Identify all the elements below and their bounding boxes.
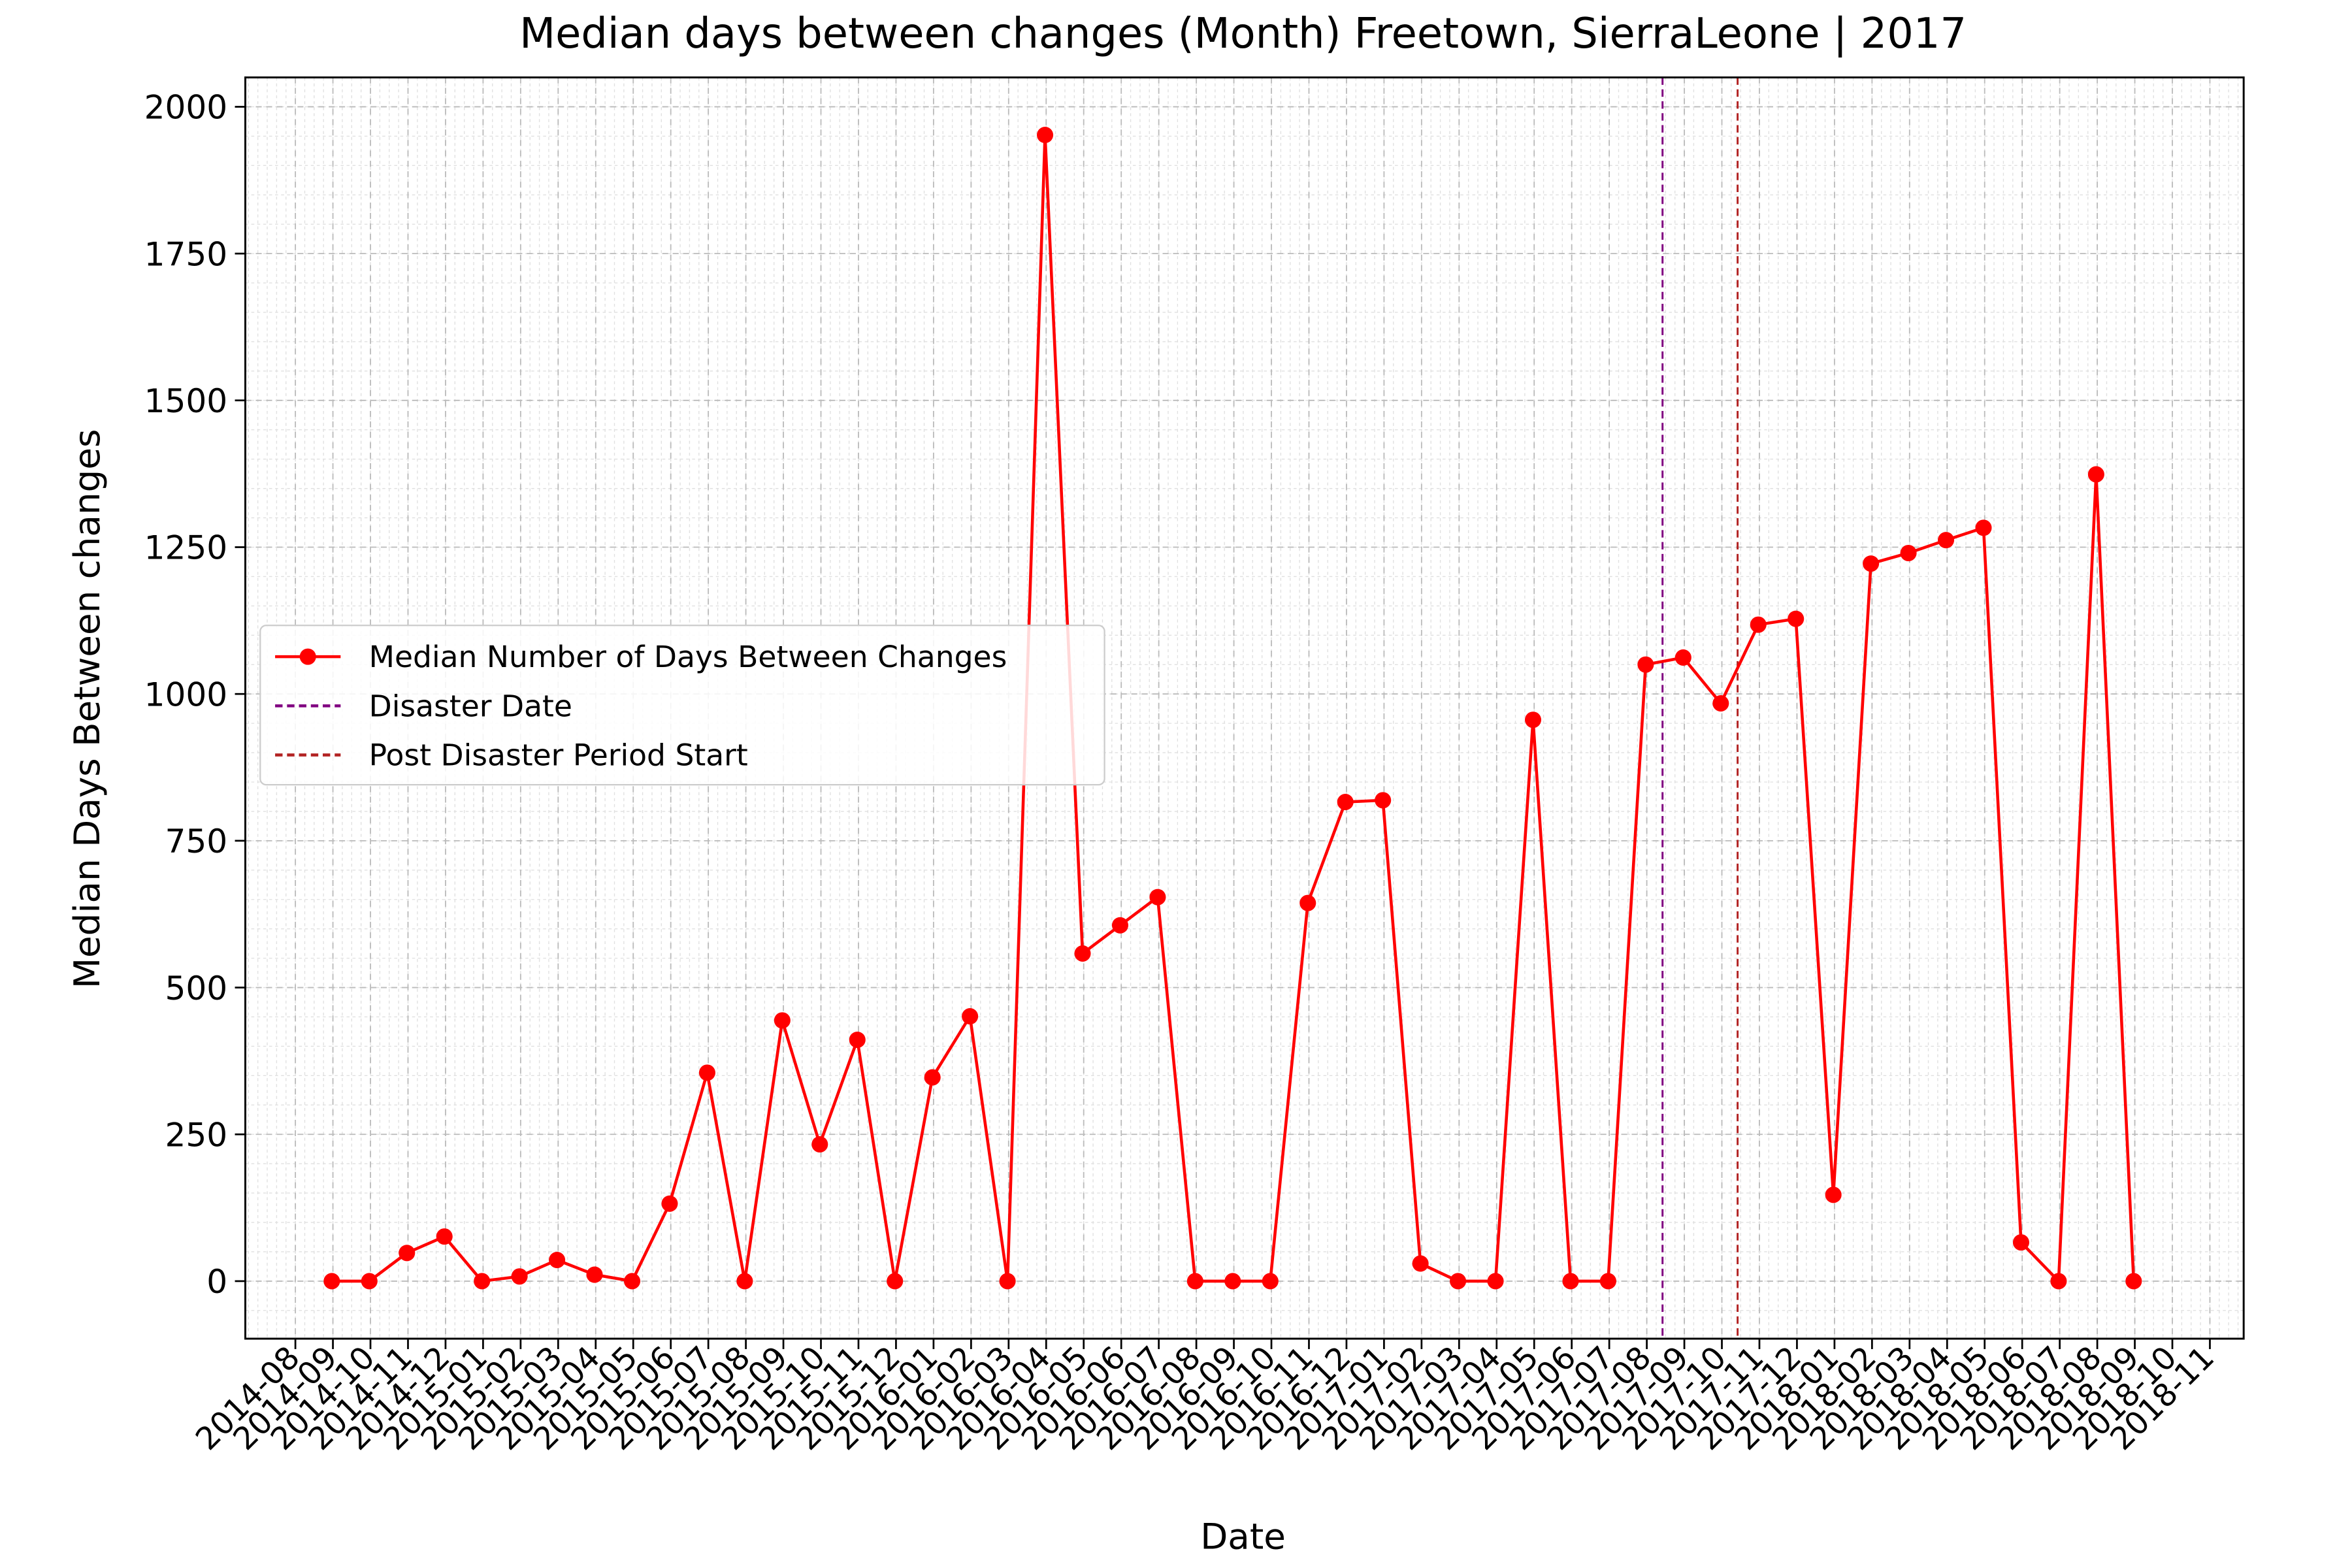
- data-point: [1562, 1273, 1579, 1290]
- y-tick-label: 500: [165, 969, 227, 1007]
- legend-marker: [299, 648, 316, 665]
- legend: Median Number of Days Between Changes Dis…: [259, 625, 1105, 786]
- y-tick-label: 1000: [144, 675, 228, 713]
- data-point: [1975, 519, 1992, 536]
- legend-label: Disaster Date: [369, 689, 572, 723]
- y-tick-label: 2000: [144, 88, 228, 127]
- data-point: [1450, 1273, 1467, 1290]
- data-point: [1750, 616, 1767, 633]
- data-point: [1788, 610, 1805, 627]
- y-tick-label: 1250: [144, 529, 228, 567]
- data-point: [623, 1273, 641, 1290]
- plot-frame: [244, 76, 2245, 1340]
- data-point: [774, 1012, 791, 1029]
- data-point: [1337, 794, 1354, 811]
- data-point: [1599, 1273, 1616, 1290]
- data-point: [436, 1228, 453, 1245]
- x-axis-label: Date: [1200, 1515, 1286, 1557]
- data-point: [2125, 1273, 2142, 1290]
- data-point: [1524, 711, 1542, 728]
- data-point: [661, 1195, 678, 1212]
- data-point: [924, 1069, 941, 1086]
- data-point: [399, 1245, 416, 1262]
- data-point: [962, 1008, 979, 1025]
- data-point: [811, 1135, 828, 1153]
- data-point: [1375, 792, 1392, 809]
- y-tick-label: 250: [165, 1115, 227, 1154]
- data-point: [361, 1273, 378, 1290]
- data-point: [1074, 945, 1091, 962]
- data-point: [1674, 649, 1691, 666]
- data-point: [1412, 1255, 1429, 1272]
- data-point: [323, 1273, 340, 1290]
- y-tick-label: 0: [206, 1262, 227, 1301]
- data-point: [1900, 544, 1917, 562]
- data-point: [1224, 1273, 1241, 1290]
- data-point: [549, 1252, 566, 1269]
- data-point: [1637, 656, 1654, 673]
- data-point: [1037, 127, 1054, 144]
- data-point: [1825, 1186, 1842, 1203]
- data-point: [2012, 1234, 2029, 1251]
- data-point: [1712, 695, 1729, 712]
- data-point: [1863, 555, 1880, 572]
- data-point: [1299, 894, 1316, 911]
- y-axis-label: Median Days Between changes: [66, 429, 108, 989]
- data-point: [1938, 532, 1955, 549]
- data-point: [1149, 889, 1166, 906]
- data-point: [698, 1064, 715, 1081]
- data-point: [849, 1032, 866, 1049]
- y-tick-label: 1750: [144, 235, 228, 273]
- data-point: [1487, 1273, 1504, 1290]
- data-point: [511, 1268, 528, 1285]
- data-point: [999, 1273, 1016, 1290]
- data-point: [2050, 1273, 2067, 1290]
- legend-label: Post Disaster Period Start: [369, 738, 748, 773]
- data-point: [474, 1273, 491, 1290]
- data-point: [887, 1273, 904, 1290]
- data-point: [736, 1273, 753, 1290]
- legend-label: Median Number of Days Between Changes: [369, 640, 1007, 674]
- chart-title: Median days between changes (Month) Free…: [519, 10, 1967, 58]
- data-point: [586, 1266, 603, 1283]
- data-point: [1262, 1273, 1279, 1290]
- y-tick-label: 750: [165, 822, 227, 860]
- legend-box: [259, 625, 1105, 786]
- data-point: [1186, 1273, 1203, 1290]
- data-point: [1111, 917, 1129, 934]
- y-tick-label: 1500: [144, 382, 228, 420]
- data-point: [2087, 466, 2104, 483]
